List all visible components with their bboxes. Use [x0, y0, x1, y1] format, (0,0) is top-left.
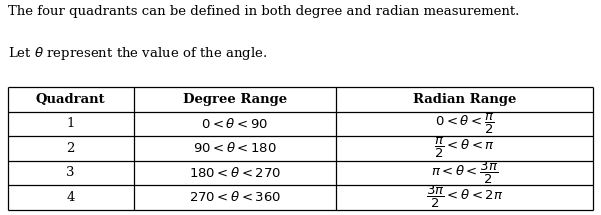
Text: $0 < \theta < \dfrac{\pi}{2}$: $0 < \theta < \dfrac{\pi}{2}$ [435, 112, 494, 136]
Text: Let $\theta$ represent the value of the angle.: Let $\theta$ represent the value of the … [8, 45, 267, 62]
Text: $180 < \theta < 270$: $180 < \theta < 270$ [189, 166, 281, 180]
Text: $\dfrac{3\pi}{2} < \theta < 2\pi$: $\dfrac{3\pi}{2} < \theta < 2\pi$ [426, 184, 503, 210]
Text: $\pi < \theta < \dfrac{3\pi}{2}$: $\pi < \theta < \dfrac{3\pi}{2}$ [431, 160, 498, 186]
Text: $0 < \theta < 90$: $0 < \theta < 90$ [201, 117, 268, 131]
Text: Quadrant: Quadrant [36, 93, 106, 106]
Text: $\dfrac{\pi}{2} < \theta < \pi$: $\dfrac{\pi}{2} < \theta < \pi$ [434, 136, 495, 160]
Text: 1: 1 [67, 117, 75, 130]
Text: The four quadrants can be defined in both degree and radian measurement.: The four quadrants can be defined in bot… [8, 5, 519, 18]
Text: $90 < \theta < 180$: $90 < \theta < 180$ [193, 141, 276, 155]
Text: $270 < \theta < 360$: $270 < \theta < 360$ [189, 190, 281, 204]
Text: Radian Range: Radian Range [413, 93, 516, 106]
Text: 3: 3 [67, 166, 75, 179]
Text: 4: 4 [67, 191, 75, 204]
Text: Degree Range: Degree Range [183, 93, 287, 106]
Text: 2: 2 [67, 142, 75, 155]
